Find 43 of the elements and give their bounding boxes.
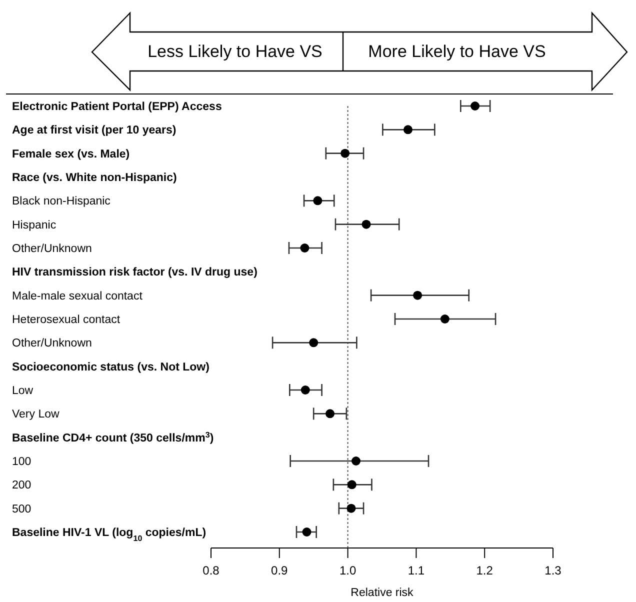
point: [470, 102, 480, 110]
point: [413, 290, 422, 300]
y-tick-label: Other/Unknown: [12, 338, 92, 350]
x-tick-label: 1.3: [544, 564, 562, 578]
y-tick-label: 500: [12, 503, 32, 516]
text: More Likely to Have VS: [367, 42, 547, 62]
point: [313, 196, 322, 206]
y-tick-label: Female sex (vs. Male): [12, 148, 130, 160]
y-tick-label: Other/Unknown: [12, 243, 92, 255]
y-tick-label: Low: [12, 385, 34, 397]
x-tick-label: 1.1: [408, 564, 425, 578]
point: [302, 528, 312, 536]
point: [340, 148, 350, 158]
y-tick-label: Age at first visit (per 10 years): [12, 124, 176, 137]
y-tick-label: Black non-Hispanic: [12, 196, 111, 208]
y-tick-label: Race (vs. White non-Hispanic): [12, 172, 178, 184]
y-tick-label: 200: [12, 480, 32, 492]
y-tick-label: Hispanic: [12, 219, 56, 232]
point: [309, 338, 318, 348]
point: [362, 220, 371, 229]
y-tick-label: Male-male sexual contact: [12, 290, 144, 302]
point: [300, 386, 310, 394]
x-axis-title: Relative risk: [350, 587, 414, 599]
point: [326, 409, 335, 418]
y-tick-label: Socioeconomic status (vs. Not Low): [12, 361, 210, 374]
x-tick-label: 0.9: [271, 564, 288, 578]
y-tick-label: Electronic Patient Portal (EPP) Access: [12, 101, 222, 113]
y-tick-label: 100: [12, 456, 32, 468]
point: [440, 314, 450, 324]
x-tick-label: 0.8: [202, 564, 220, 578]
point: [347, 480, 356, 490]
point: [403, 125, 412, 134]
y-tick-label: HIV transmission risk factor (vs. IV drug use): [12, 266, 258, 279]
y-tick-label: Baseline CD4+ count (350 cells/mm$^{3}$): [12, 430, 214, 444]
point: [352, 456, 361, 466]
y-tick-label: Heterosexual contact: [12, 314, 121, 326]
point: [346, 504, 356, 513]
y-tick-label: Very Low: [12, 408, 60, 421]
text: Less Likely to Have VS: [146, 42, 324, 62]
point: [300, 244, 310, 252]
x-tick-label: 1.0: [339, 564, 356, 578]
x-tick-label: 1.2: [476, 564, 494, 578]
y-tick-label: Baseline HIV-1 VL (log$_{10}$ copies/mL): [12, 527, 206, 542]
